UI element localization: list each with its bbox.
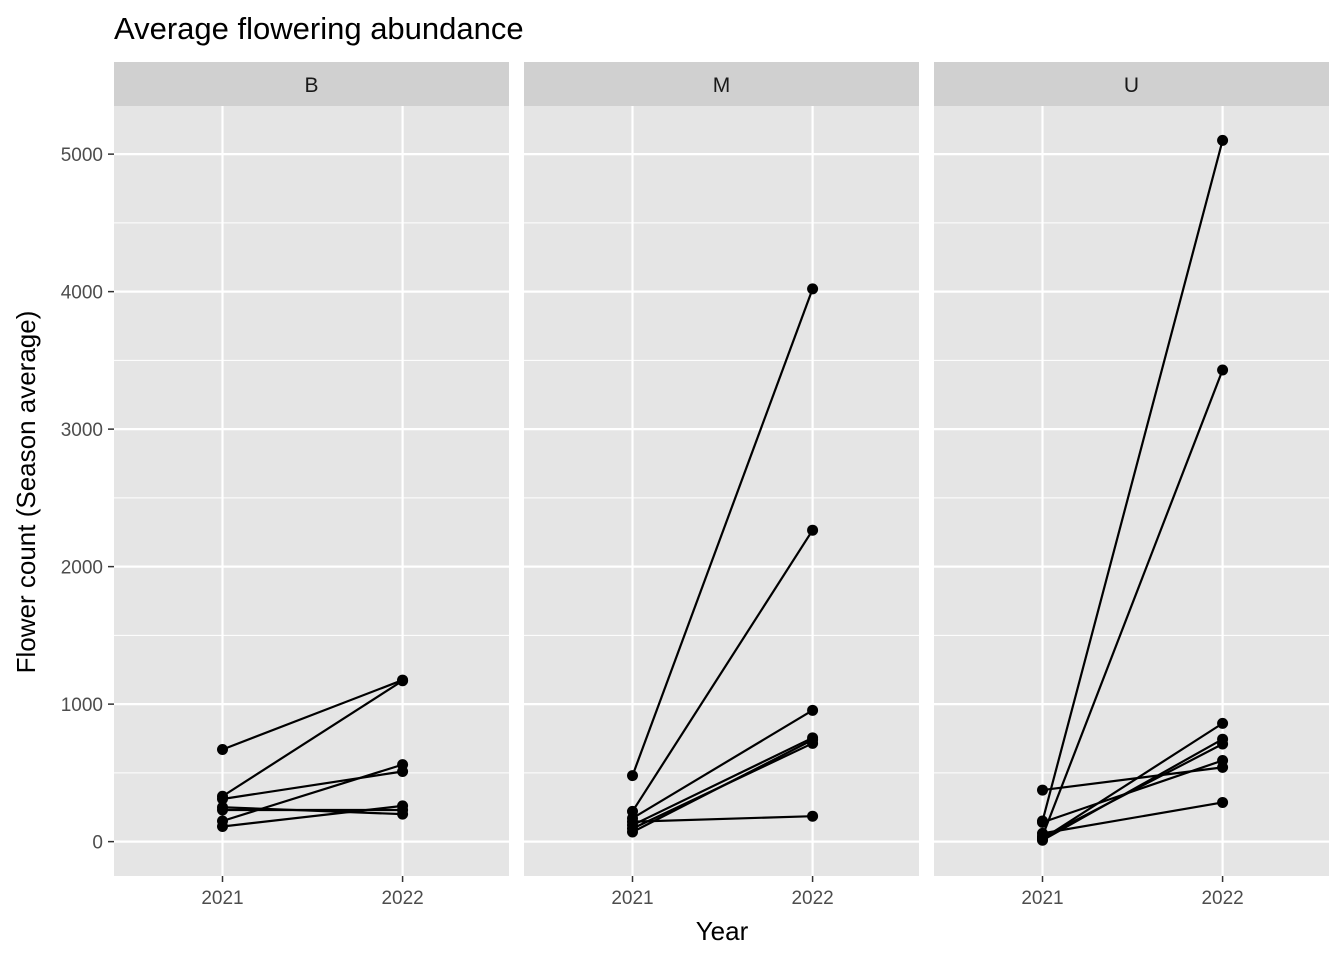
plot-area: B 2021 2022 M 2021 2022 U 2021 2022 0 1000 2000 3000… bbox=[61, 62, 1329, 909]
data-point-B-7-2022 bbox=[397, 800, 409, 812]
data-point-M-2-2022 bbox=[807, 524, 819, 536]
data-point-U-4-2022 bbox=[1217, 717, 1229, 729]
facet-strip-label: U bbox=[1124, 74, 1139, 97]
series-line-M-7 bbox=[632, 738, 814, 833]
x-tick-label: 2022 bbox=[381, 888, 423, 909]
series-line-B-3 bbox=[222, 770, 403, 801]
facet-strip bbox=[934, 62, 1329, 106]
data-point-B-1-2021 bbox=[217, 744, 229, 755]
panel-background bbox=[524, 106, 919, 876]
data-point-B-4-2022 bbox=[397, 759, 409, 771]
series-line-M-2 bbox=[631, 529, 814, 812]
facet-panel-M: M 2021 2022 bbox=[524, 62, 919, 909]
series-line-B-7 bbox=[222, 804, 403, 828]
data-point-U-2-2022 bbox=[1217, 364, 1229, 376]
series-line-B-4 bbox=[222, 763, 403, 823]
data-point-U-8-2022 bbox=[1217, 796, 1229, 808]
data-point-B-7-2021 bbox=[217, 821, 229, 832]
panel-background bbox=[114, 106, 509, 876]
panel-background bbox=[934, 106, 1329, 876]
series-line-U-7 bbox=[1042, 759, 1223, 824]
facet-strip bbox=[114, 62, 509, 106]
data-point-U-8-2021 bbox=[1037, 827, 1049, 839]
y-tick-label: 4000 bbox=[61, 283, 103, 304]
data-point-M-1-2021 bbox=[627, 770, 639, 782]
data-point-U-7-2022 bbox=[1217, 755, 1229, 766]
series-line-B-2 bbox=[221, 679, 404, 798]
facet-strip bbox=[524, 62, 919, 106]
data-point-M-3-2022 bbox=[807, 704, 819, 716]
data-point-M-7-2021 bbox=[627, 826, 639, 838]
x-tick-label: 2021 bbox=[611, 888, 653, 909]
x-tick-label: 2022 bbox=[1201, 888, 1243, 909]
data-point-M-6-2021 bbox=[627, 816, 639, 828]
y-axis-title: Flower count (Season average) bbox=[11, 311, 41, 674]
data-point-B-6-2021 bbox=[217, 804, 229, 816]
y-tick-label: 2000 bbox=[61, 558, 103, 579]
x-axis-title: Year bbox=[696, 916, 749, 946]
facet-strip-label: M bbox=[713, 74, 731, 97]
x-tick-label: 2021 bbox=[201, 888, 243, 909]
facet-panel-U: U 2021 2022 bbox=[934, 62, 1329, 909]
data-point-M-7-2022 bbox=[807, 734, 819, 746]
series-line-M-4 bbox=[632, 736, 814, 827]
x-tick-label: 2021 bbox=[1021, 888, 1063, 909]
facet-panel-B: B 2021 2022 bbox=[114, 62, 509, 909]
series-line-B-1 bbox=[222, 679, 403, 751]
data-point-B-3-2021 bbox=[217, 793, 229, 805]
series-line-M-6 bbox=[632, 815, 813, 823]
data-point-B-2-2022 bbox=[397, 675, 409, 687]
y-tick-label: 3000 bbox=[61, 420, 103, 441]
data-point-M-1-2022 bbox=[807, 283, 819, 295]
data-point-U-6-2022 bbox=[1217, 738, 1229, 750]
data-point-M-6-2022 bbox=[807, 810, 819, 822]
series-line-U-2 bbox=[1041, 369, 1224, 837]
series-line-U-1 bbox=[1041, 140, 1224, 822]
chart-title: Average flowering abundance bbox=[114, 11, 524, 46]
y-tick-label: 5000 bbox=[61, 145, 103, 166]
data-point-U-1-2022 bbox=[1217, 134, 1229, 146]
data-point-U-3-2021 bbox=[1037, 784, 1049, 796]
series-line-U-8 bbox=[1042, 801, 1223, 835]
series-line-M-1 bbox=[631, 288, 814, 777]
series-line-M-3 bbox=[631, 709, 814, 820]
y-tick-label: 0 bbox=[92, 833, 103, 854]
facet-strip-label: B bbox=[304, 74, 318, 97]
y-tick-label: 1000 bbox=[61, 695, 103, 716]
data-point-U-7-2021 bbox=[1037, 816, 1049, 828]
x-tick-label: 2022 bbox=[791, 888, 833, 909]
series-line-U-4 bbox=[1041, 722, 1224, 840]
